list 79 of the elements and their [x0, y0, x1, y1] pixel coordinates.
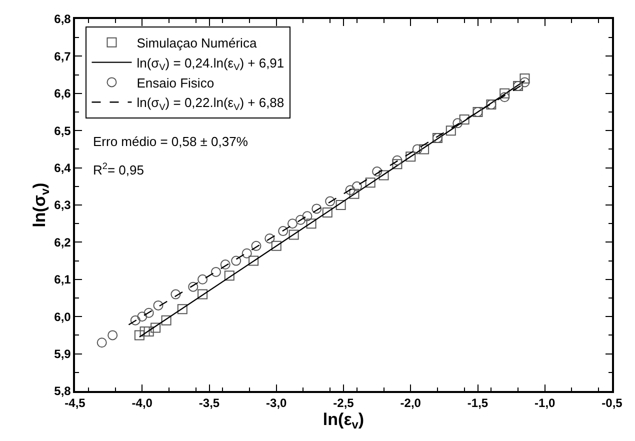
y-tick-label: 6,4: [54, 161, 72, 175]
point: [251, 240, 262, 251]
x-axis-title: ln(ε$_{v}$): [322, 410, 364, 432]
point: [264, 233, 275, 244]
legend-label: Simulaçao Numérica: [136, 35, 258, 50]
point: [500, 88, 510, 98]
point: [140, 326, 150, 336]
point: [412, 144, 422, 154]
point: [287, 218, 298, 229]
point: [242, 248, 252, 258]
y-tick-label: 6,7: [54, 49, 72, 64]
point: [520, 74, 530, 84]
y-tick-label: 6,3: [54, 198, 72, 212]
annotation: R$^{2}$= 0,95: [93, 161, 144, 178]
x-tick-label: -4,5: [64, 396, 86, 410]
x-tick-label: -1,5: [467, 396, 488, 410]
point: [419, 144, 430, 154]
y-tick-label: 6,2: [54, 235, 72, 250]
point: [306, 218, 316, 229]
point: [231, 256, 242, 266]
point: [500, 92, 510, 102]
point: [378, 170, 389, 180]
y-tick-label: 6,1: [54, 272, 72, 287]
point: [520, 77, 530, 88]
y-tick-label: 6,0: [54, 310, 72, 324]
point: [349, 188, 360, 199]
point: [220, 260, 230, 270]
point: [452, 118, 463, 128]
point: [392, 159, 402, 170]
point: [352, 181, 362, 192]
x-tick-label: -0,5: [602, 396, 623, 410]
point: [446, 126, 456, 136]
point: [108, 330, 118, 340]
point: [296, 214, 306, 225]
point: [177, 304, 188, 314]
point: [325, 196, 336, 206]
point: [96, 338, 107, 348]
legend-label: ln(σ$_{V}$) = 0,22.ln(ε$_{V}$) + 6,88: [136, 95, 284, 112]
point: [288, 230, 299, 240]
point: [278, 226, 288, 236]
x-tick-label: -3,5: [198, 396, 220, 410]
point: [336, 200, 346, 210]
y-tick-label: 6,8: [54, 12, 72, 26]
x-tick-label: -1,0: [534, 396, 556, 410]
y-tick-label: 5,8: [54, 384, 72, 398]
point: [170, 289, 181, 300]
legend-label: ln(σ$_{V}$) = 0,24.ln(ε$_{V}$) + 6,91: [136, 55, 284, 72]
y-tick-label: 6,6: [54, 86, 72, 101]
x-tick-label: -2,0: [400, 396, 422, 410]
point: [271, 240, 282, 251]
point: [372, 166, 382, 177]
point: [406, 152, 416, 162]
point: [161, 315, 172, 326]
point: [130, 315, 140, 326]
annotation: Erro médio = 0,58 ± 0,37%: [93, 134, 248, 149]
point: [322, 207, 332, 218]
point: [198, 289, 208, 300]
point: [137, 312, 148, 322]
point: [198, 274, 208, 284]
point: [302, 211, 312, 222]
x-tick-label: -4,0: [132, 396, 153, 410]
x-tick-label: -3,0: [266, 396, 288, 410]
point: [248, 256, 259, 266]
y-tick-label: 5,9: [54, 347, 72, 361]
point: [144, 308, 154, 318]
point: [188, 282, 198, 292]
x-tick-label: -2,5: [333, 396, 354, 410]
point: [210, 266, 221, 277]
y-tick-label: 6,5: [54, 124, 72, 138]
point: [153, 300, 164, 310]
point: [392, 155, 402, 166]
point: [459, 114, 470, 124]
point: [365, 178, 376, 188]
point: [134, 330, 144, 340]
point: [224, 270, 234, 281]
point: [345, 185, 356, 196]
point: [312, 204, 322, 214]
legend-label: Ensaio Fisico: [136, 75, 214, 90]
point: [150, 322, 161, 333]
